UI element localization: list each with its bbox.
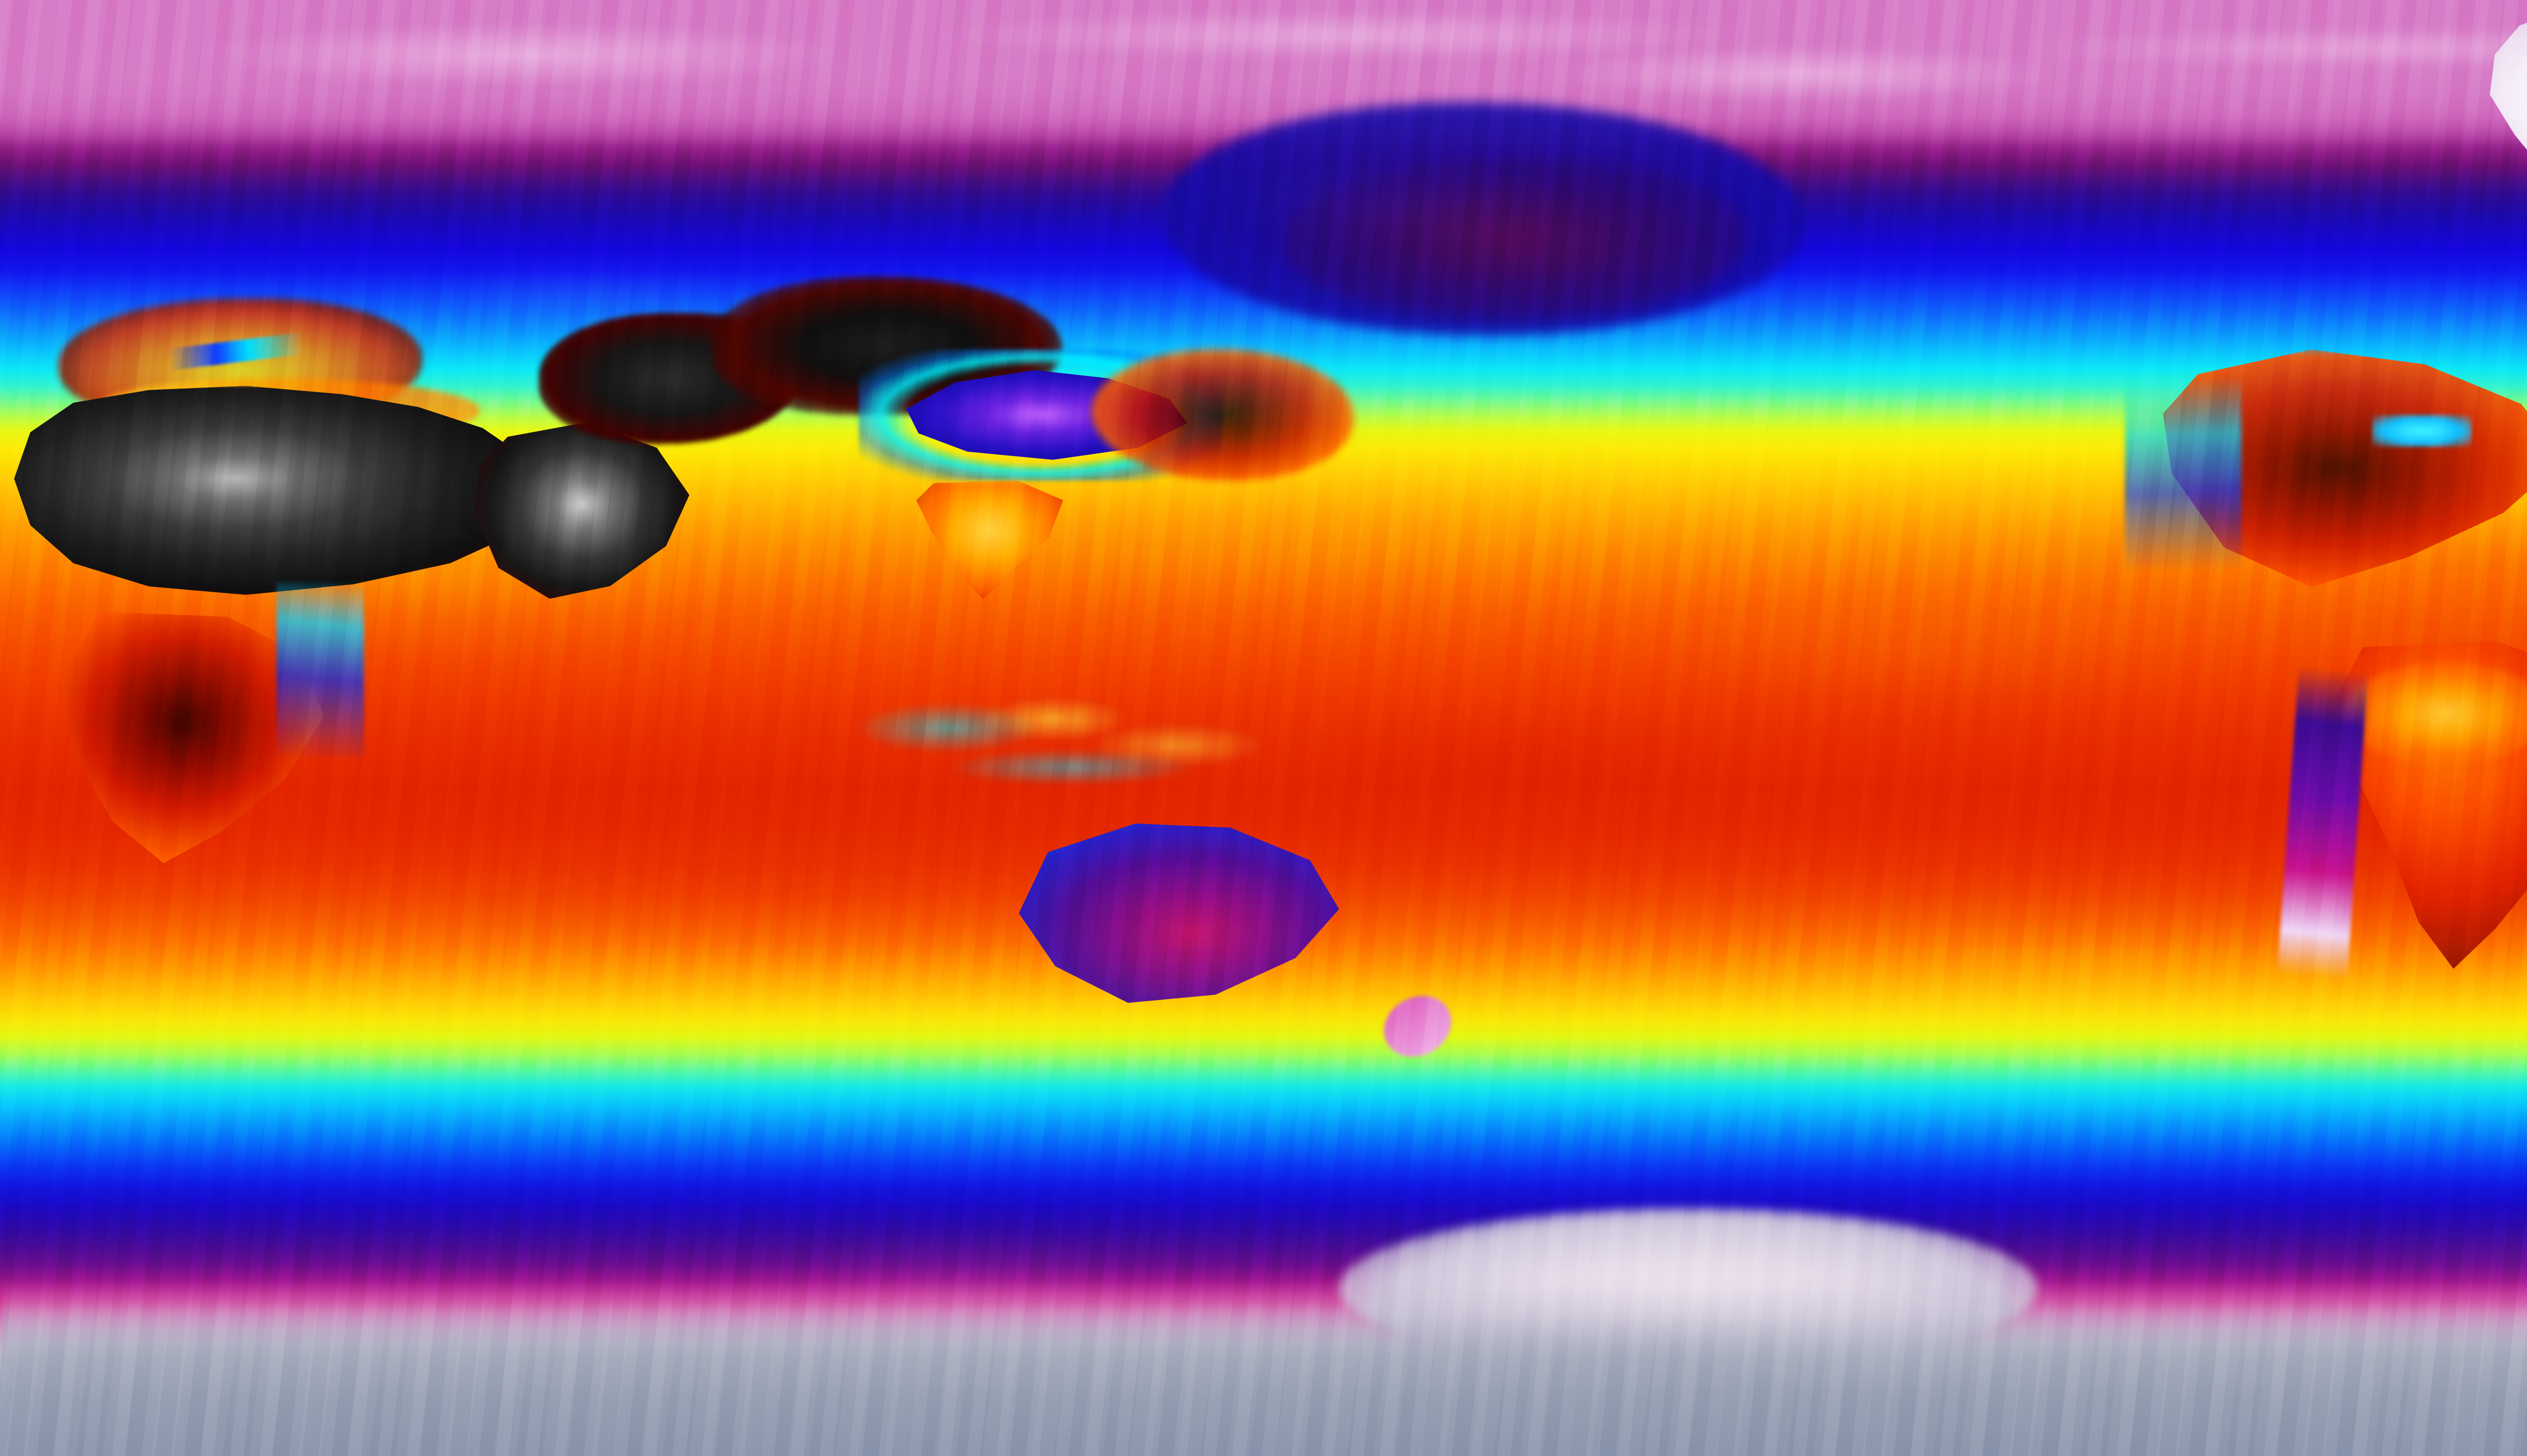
- arctic-polar-cap: [0, 0, 2527, 146]
- region-amazon-basin: [2343, 662, 2527, 765]
- region-rocky-mountains: [2125, 379, 2242, 568]
- region-china: [1092, 349, 1354, 481]
- region-indonesia: [859, 684, 1267, 794]
- region-great-lakes: [2372, 415, 2472, 447]
- region-siberia-core: [1281, 160, 1747, 320]
- region-east-african-rift: [276, 582, 364, 758]
- region-antarctica: [0, 1281, 2527, 1456]
- region-sahara-desert: [14, 386, 542, 595]
